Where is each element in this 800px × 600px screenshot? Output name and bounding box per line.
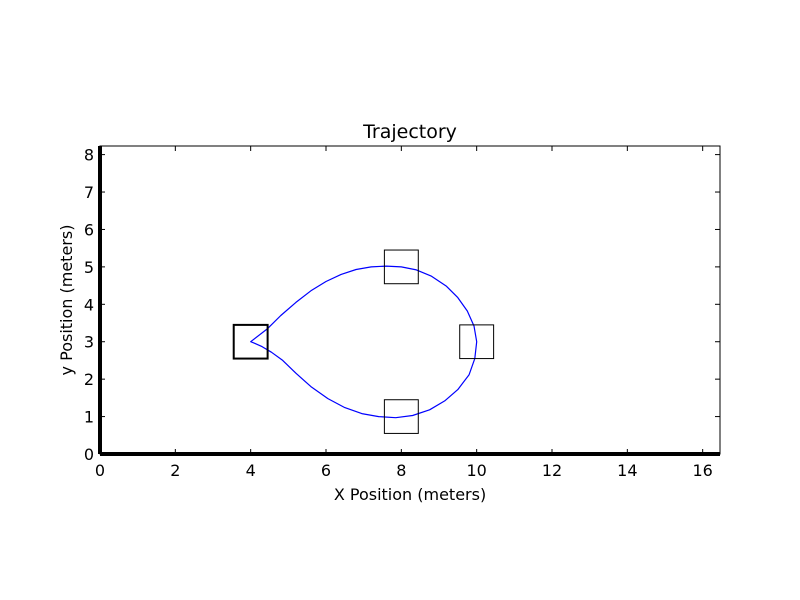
x-tick-label: 16 xyxy=(692,461,712,480)
x-tick-label: 0 xyxy=(95,461,105,480)
y-tick-label: 8 xyxy=(84,146,94,165)
x-axis-ticks: 0 2 4 6 8 10 12 14 16 xyxy=(95,146,713,480)
y-tick-label: 7 xyxy=(84,183,94,202)
trajectory-line xyxy=(250,265,478,419)
chart-title: Trajectory xyxy=(362,121,457,143)
plot-area xyxy=(232,249,495,434)
x-tick-label: 14 xyxy=(617,461,637,480)
y-tick-label: 6 xyxy=(84,220,94,239)
x-tick-label: 10 xyxy=(466,461,486,480)
x-tick-label: 6 xyxy=(321,461,331,480)
x-tick-label: 8 xyxy=(396,461,406,480)
waypoint-box xyxy=(383,249,419,285)
y-tick-label: 5 xyxy=(84,258,94,277)
waypoint-box xyxy=(459,324,495,360)
x-tick-label: 2 xyxy=(170,461,180,480)
x-tick-label: 12 xyxy=(542,461,562,480)
y-tick-label: 4 xyxy=(84,295,94,314)
waypoint-box xyxy=(383,399,419,434)
y-tick-label: 2 xyxy=(84,370,94,389)
x-tick-label: 4 xyxy=(246,461,256,480)
waypoint-box xyxy=(232,323,269,360)
y-tick-label: 3 xyxy=(84,333,94,352)
x-axis-label: X Position (meters) xyxy=(334,485,486,504)
y-tick-label: 0 xyxy=(84,445,94,464)
y-tick-label: 1 xyxy=(84,408,94,427)
y-axis-ticks: 0 1 2 3 4 5 6 7 8 xyxy=(84,146,720,464)
y-axis-label: y Position (meters) xyxy=(57,225,76,376)
